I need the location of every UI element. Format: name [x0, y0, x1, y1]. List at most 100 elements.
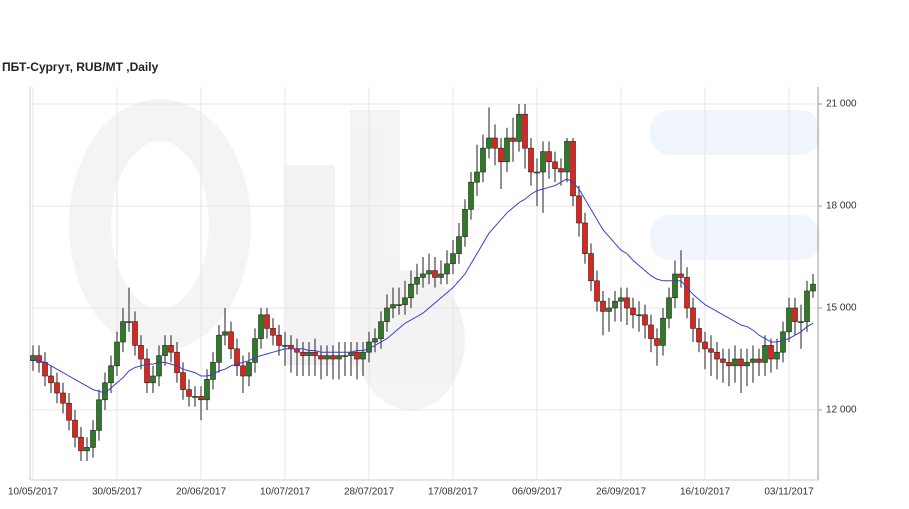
candle-body — [666, 297, 672, 319]
candle-body — [432, 270, 438, 278]
candle-body — [240, 365, 246, 377]
candle-body — [732, 358, 738, 367]
candle-body — [228, 331, 234, 350]
candle-body — [690, 307, 696, 329]
candle-body — [480, 147, 486, 173]
candle-body — [600, 300, 606, 312]
y-tick-label: 12 000 — [826, 405, 857, 416]
candle-body — [246, 362, 252, 377]
candle-body — [450, 253, 456, 265]
candle-body — [678, 273, 684, 278]
candle-body — [72, 419, 78, 438]
candle-body — [108, 365, 114, 384]
candle-body — [810, 283, 816, 292]
candle-body — [84, 447, 90, 452]
candle-body — [354, 351, 360, 360]
candle-body — [684, 277, 690, 309]
candle-body — [300, 351, 306, 356]
candle-body — [384, 307, 390, 322]
candle-body — [744, 362, 750, 367]
candle-body — [330, 355, 336, 360]
candle-body — [204, 379, 210, 401]
candle-body — [252, 338, 258, 363]
candle-body — [654, 338, 660, 346]
candle-body — [612, 300, 618, 309]
candle-body — [444, 263, 450, 275]
candle-body — [792, 307, 798, 322]
candle-body — [234, 348, 240, 367]
candle-body — [624, 297, 630, 309]
candle-body — [798, 321, 804, 323]
candle-body — [756, 358, 762, 363]
candle-body — [156, 355, 162, 377]
candle-body — [660, 317, 666, 346]
candle-body — [48, 375, 54, 384]
candle-body — [90, 430, 96, 448]
candle-body — [180, 372, 186, 390]
candle-body — [378, 321, 384, 339]
candle-body — [576, 195, 582, 224]
candle-body — [546, 151, 552, 163]
candle-body — [402, 297, 408, 305]
candle-body — [696, 328, 702, 343]
candles — [30, 104, 816, 461]
candle-body — [510, 137, 516, 142]
candle-body — [120, 321, 126, 343]
candle-body — [462, 209, 468, 237]
x-tick-label: 03/11/2017 — [764, 487, 814, 498]
candle-body — [726, 362, 732, 367]
x-tick-label: 10/07/2017 — [260, 487, 310, 498]
candle-body — [630, 307, 636, 316]
candle-body — [618, 297, 624, 302]
candle-body — [468, 181, 474, 210]
candle-body — [276, 334, 282, 346]
candle-body — [114, 341, 120, 367]
candle-body — [498, 147, 504, 163]
candle-body — [456, 236, 462, 254]
candle-body — [312, 351, 318, 356]
candle-body — [186, 389, 192, 397]
candle-body — [30, 355, 36, 362]
candle-body — [126, 321, 132, 323]
y-tick-label: 18 000 — [826, 201, 857, 212]
candle-body — [294, 348, 300, 353]
candle-body — [342, 355, 348, 357]
candle-body — [210, 362, 216, 380]
candle-body — [720, 358, 726, 363]
candle-body — [366, 341, 372, 353]
candle-body — [270, 328, 276, 336]
candle-body — [492, 137, 498, 149]
candle-body — [174, 351, 180, 373]
candle-body — [42, 362, 48, 377]
candle-body — [804, 290, 810, 322]
candle-body — [150, 375, 156, 384]
candle-body — [138, 345, 144, 360]
candle-body — [144, 358, 150, 384]
candle-body — [774, 351, 780, 360]
candle-body — [780, 331, 786, 353]
x-tick-label: 28/07/2017 — [344, 487, 394, 498]
y-tick-label: 15 000 — [826, 303, 857, 314]
candle-body — [648, 324, 654, 339]
candle-body — [282, 345, 288, 347]
candle-body — [324, 355, 330, 360]
candle-body — [474, 171, 480, 183]
candle-body — [306, 351, 312, 356]
candle-body — [750, 358, 756, 363]
x-tick-label: 16/10/2017 — [680, 487, 730, 498]
candle-body — [162, 345, 168, 356]
x-tick-label: 30/05/2017 — [92, 487, 142, 498]
candle-body — [582, 222, 588, 254]
candle-body — [198, 396, 204, 401]
candle-body — [528, 147, 534, 173]
candle-body — [564, 141, 570, 173]
moving-average — [32, 178, 814, 394]
candle-body — [606, 307, 612, 312]
x-tick-label: 17/08/2017 — [428, 487, 478, 498]
candle-body — [390, 304, 396, 309]
candle-body — [708, 348, 714, 353]
candle-body — [348, 351, 354, 356]
x-tick-label: 20/06/2017 — [176, 487, 226, 498]
candle-body — [558, 168, 564, 173]
